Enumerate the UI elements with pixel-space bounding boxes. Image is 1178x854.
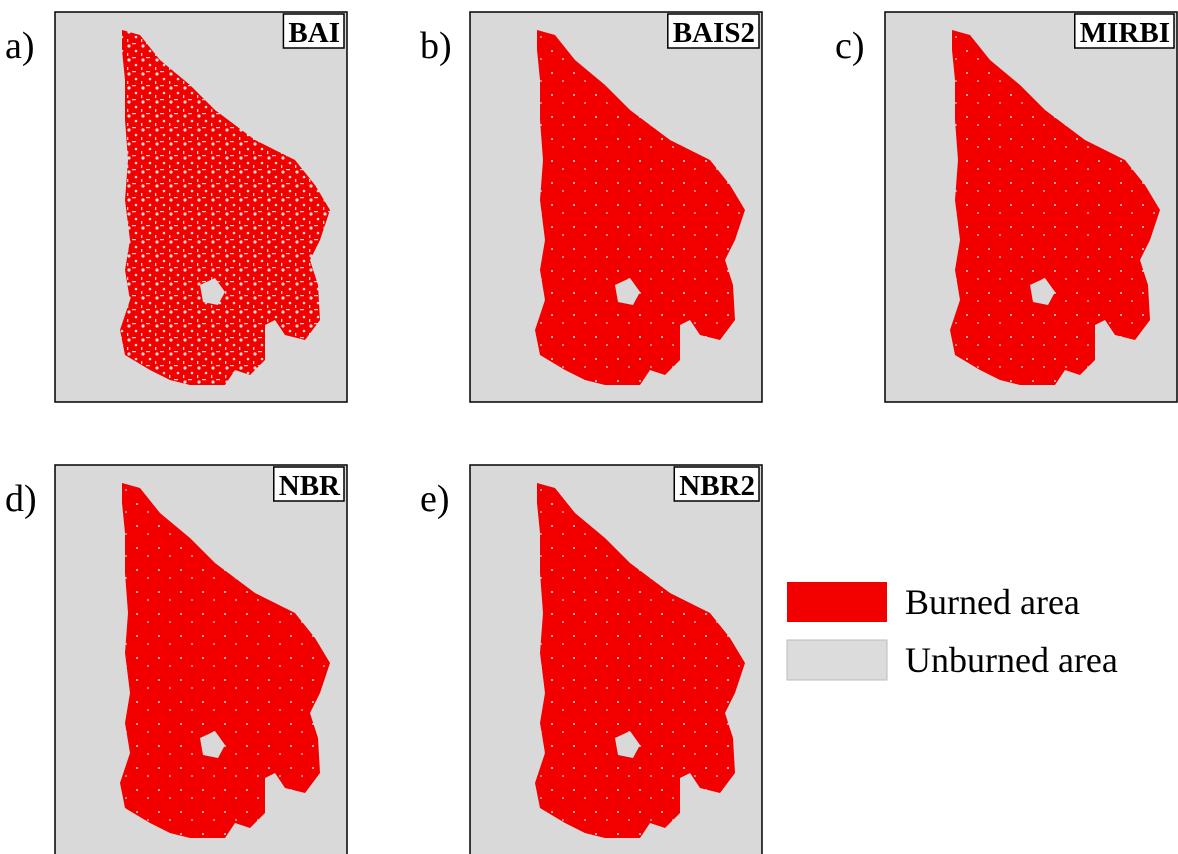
legend-swatch (786, 639, 888, 681)
panel-letter: d) (5, 478, 37, 520)
legend-label: Unburned area (905, 640, 1118, 680)
panel-title: NBR2 (679, 470, 755, 502)
legend-swatch (787, 582, 887, 622)
panel-title-box (273, 466, 345, 502)
panel-title-box (667, 13, 760, 49)
panel-letter: e) (420, 478, 450, 520)
panel-title: MIRBI (1080, 17, 1170, 49)
map-panel: c) MIRBI (835, 11, 1178, 403)
map-panel: e) NBR2 (420, 464, 763, 854)
panel-title: BAIS2 (673, 17, 755, 49)
map-panel: a) BAI (5, 11, 348, 403)
legend-label: Burned area (905, 582, 1080, 622)
panel-title: NBR (279, 470, 341, 502)
map-panel: d) NBR (5, 464, 348, 854)
panel-letter: c) (835, 25, 865, 67)
panel-title: BAI (288, 17, 340, 49)
panel-letter: b) (420, 25, 452, 67)
panel-title-box (1074, 13, 1175, 49)
panel-title-box (673, 466, 760, 502)
panel-title-box (282, 13, 345, 49)
panel-letter: a) (5, 25, 35, 67)
map-panel: b) BAIS2 (420, 11, 763, 403)
